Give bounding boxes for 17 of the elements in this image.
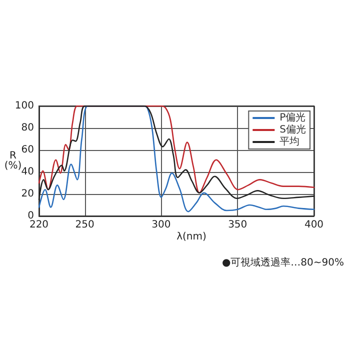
y-tick-label: 60 bbox=[21, 144, 34, 156]
y-axis-title: R (%) bbox=[4, 150, 22, 172]
x-tick-label: 350 bbox=[228, 220, 248, 230]
x-tick-label: 220 bbox=[29, 220, 49, 230]
y-tick-label: 0 bbox=[28, 210, 34, 222]
x-tick-label: 400 bbox=[304, 220, 324, 230]
legend-label: P偏光 bbox=[280, 112, 306, 124]
y-tick-label: 40 bbox=[21, 166, 34, 178]
text: ●可視域透過率…80~90% bbox=[222, 256, 344, 268]
x-tick-label: 250 bbox=[75, 220, 94, 230]
y-tick-label: 100 bbox=[14, 100, 34, 112]
y-tick-label: 20 bbox=[21, 188, 34, 200]
legend-label: 平均 bbox=[280, 136, 300, 148]
y-tick-label: 80 bbox=[21, 122, 34, 134]
legend-label: S偏光 bbox=[280, 124, 306, 136]
x-tick-label: 300 bbox=[152, 220, 171, 230]
x-axis-title: λ(nm) bbox=[176, 232, 206, 242]
